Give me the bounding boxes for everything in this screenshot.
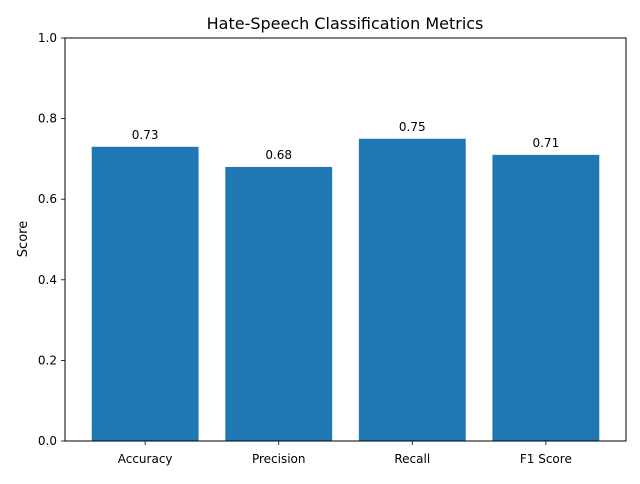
y-tick-label: 0.8 (38, 112, 57, 126)
y-tick-label: 0.0 (38, 434, 57, 448)
data-labels-layer: 0.73 0.68 0.75 0.71 (132, 120, 559, 162)
data-label-f1-score: 0.71 (532, 136, 559, 150)
bar-precision (225, 166, 333, 441)
data-label-accuracy: 0.73 (132, 128, 159, 142)
data-label-precision: 0.68 (265, 148, 292, 162)
y-ticks-layer: 0.0 0.2 0.4 0.6 0.8 1.0 (38, 31, 65, 448)
x-tick-label: Accuracy (118, 452, 173, 466)
bars-layer (91, 138, 600, 441)
chart-title: Hate-Speech Classification Metrics (207, 14, 484, 33)
y-axis-label: Score (16, 221, 31, 257)
axes-frame (64, 37, 627, 442)
y-tick-label: 0.6 (38, 192, 57, 206)
data-label-recall: 0.75 (399, 120, 426, 134)
bar-f1-score (492, 154, 600, 441)
x-ticks-layer: Accuracy Precision Recall F1 Score (118, 441, 572, 466)
bar-recall (358, 138, 466, 441)
bar-accuracy (91, 146, 199, 441)
y-tick-label: 0.4 (38, 273, 57, 287)
x-tick-label: F1 Score (520, 452, 572, 466)
x-tick-label: Precision (252, 452, 306, 466)
x-tick-label: Recall (394, 452, 430, 466)
y-tick-label: 0.2 (38, 353, 57, 367)
y-tick-label: 1.0 (38, 31, 57, 45)
